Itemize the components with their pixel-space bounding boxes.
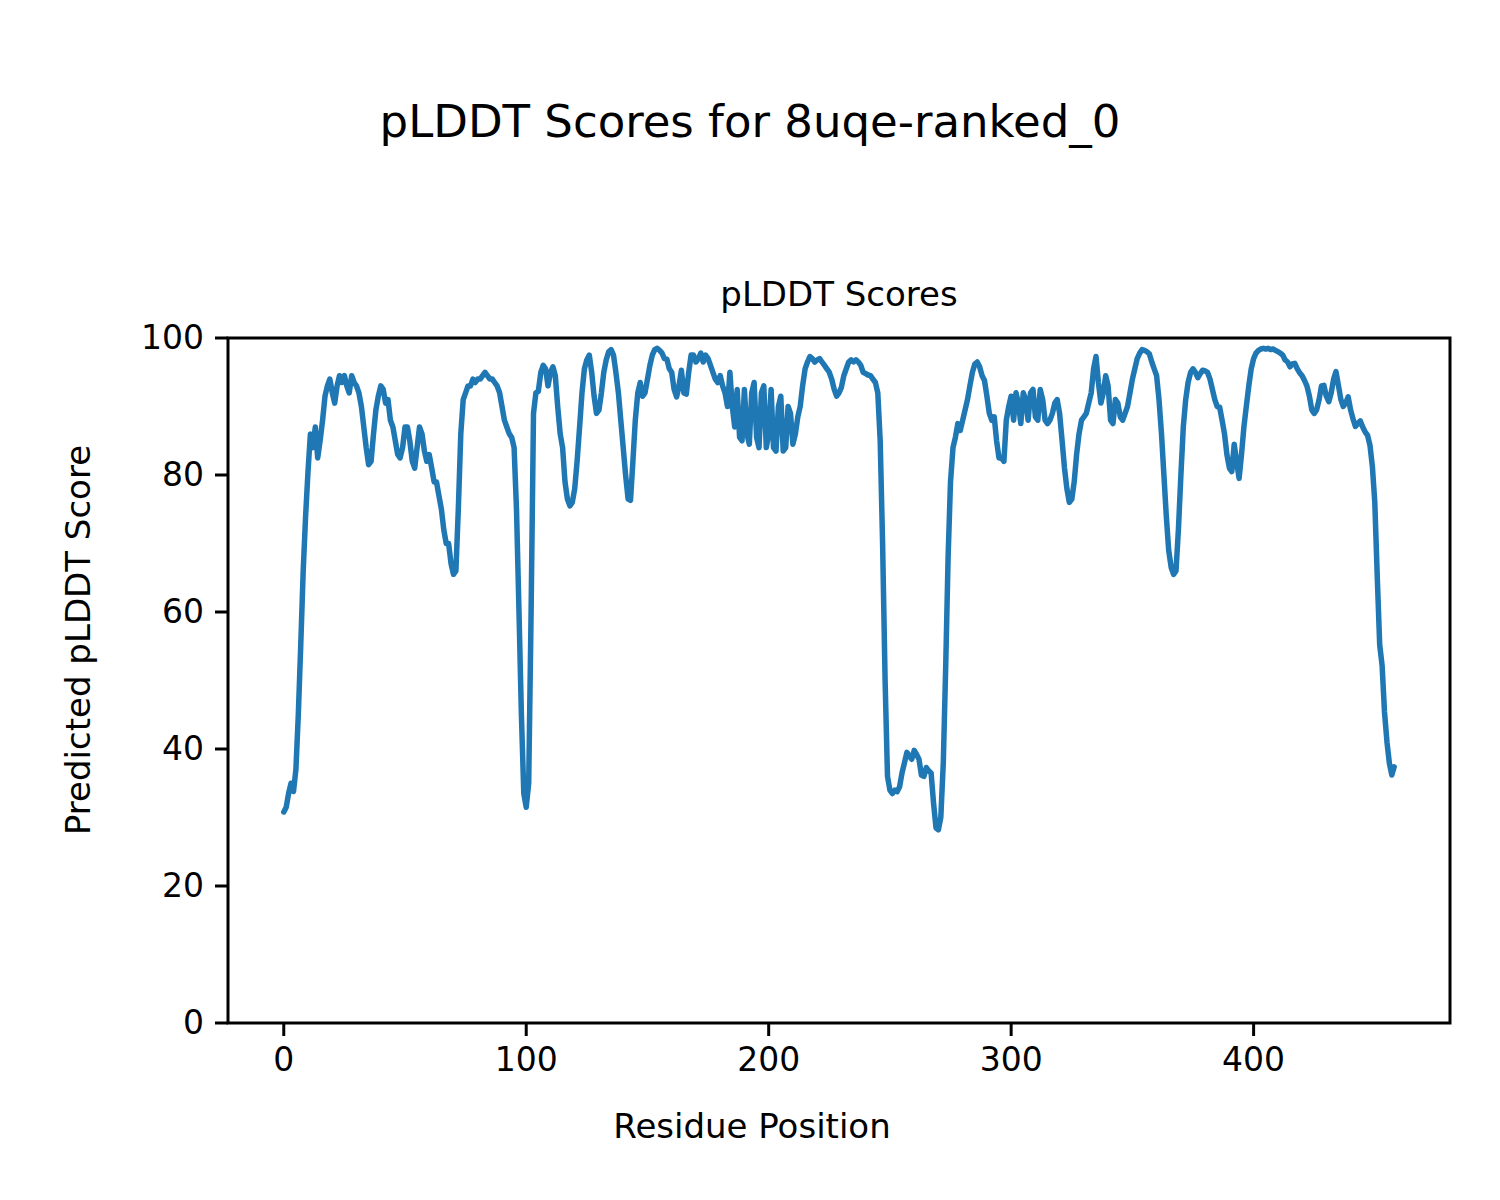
y-tick-label: 40 [162,729,204,768]
y-tick-label: 100 [141,318,204,357]
y-tick-label: 60 [162,592,204,631]
y-tick-label: 0 [183,1003,204,1042]
x-tick-label: 200 [737,1040,800,1079]
x-tick-label: 0 [273,1040,294,1079]
plot-area [0,0,1500,1200]
x-tick-label: 100 [495,1040,558,1079]
plddt-line [284,348,1394,830]
x-tick-label: 400 [1222,1040,1285,1079]
y-tick-label: 80 [162,455,204,494]
figure: pLDDT Scores for 8uqe-ranked_0 pLDDT Sco… [0,0,1500,1200]
y-tick-label: 20 [162,866,204,905]
x-tick-label: 300 [980,1040,1043,1079]
